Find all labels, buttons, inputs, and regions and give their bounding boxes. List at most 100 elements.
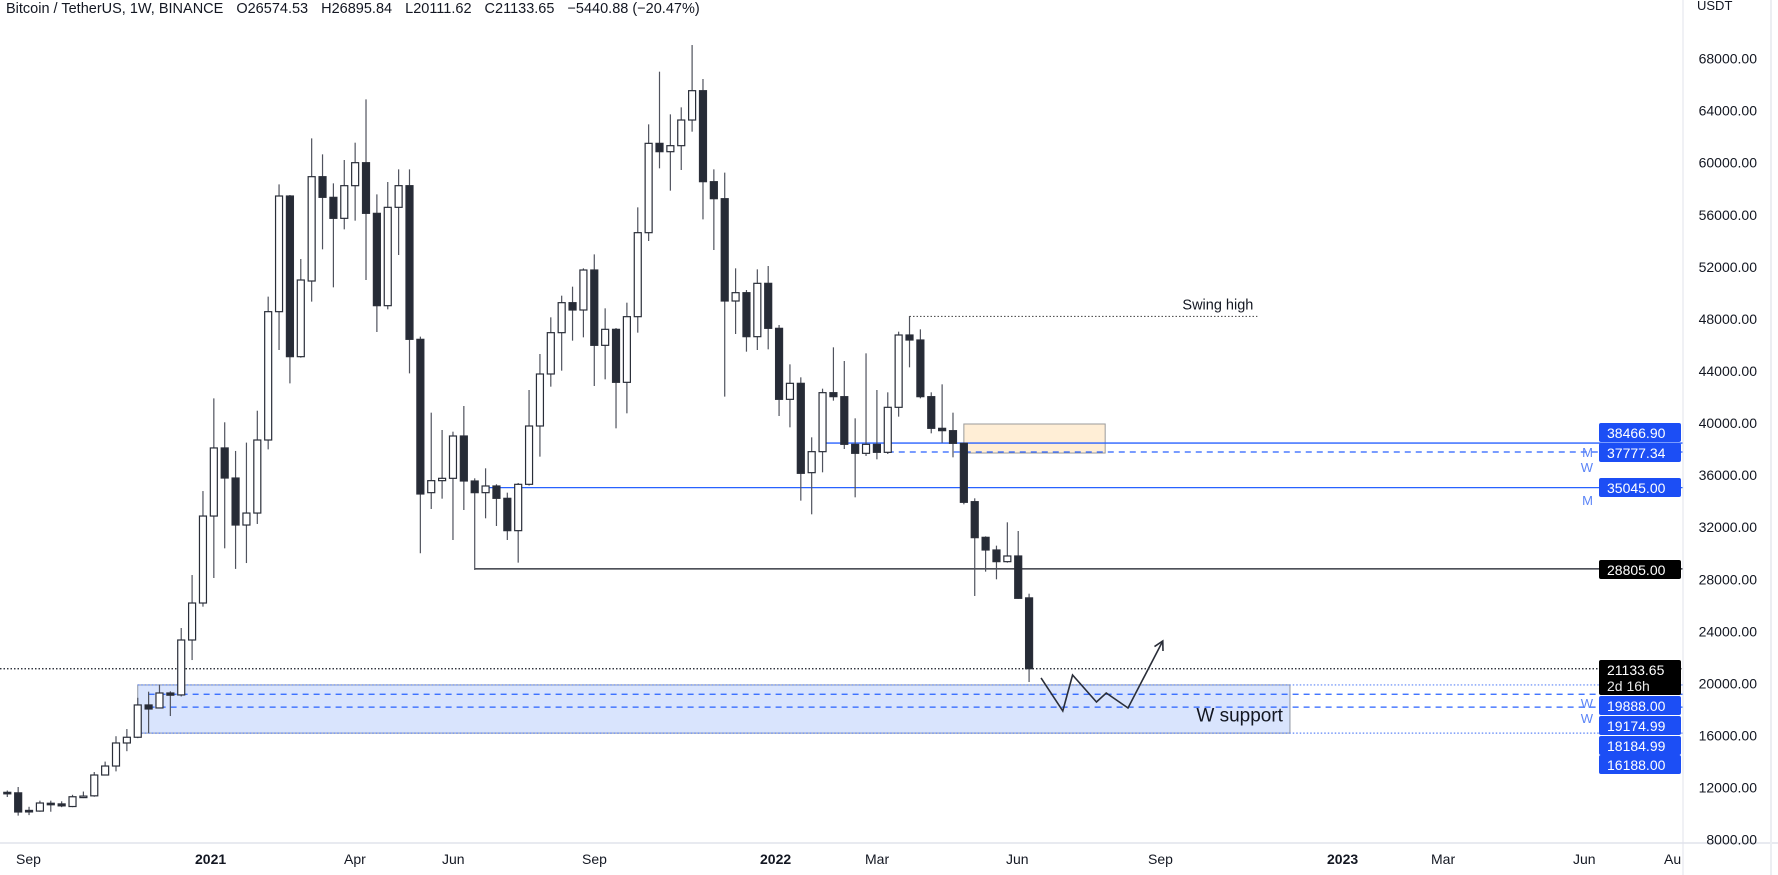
candle[interactable] bbox=[24, 806, 34, 816]
candle[interactable] bbox=[970, 498, 979, 596]
candle[interactable] bbox=[35, 800, 45, 812]
candle[interactable] bbox=[405, 169, 414, 374]
candle[interactable] bbox=[372, 194, 381, 333]
candle[interactable] bbox=[514, 482, 523, 563]
candle[interactable] bbox=[883, 392, 892, 454]
candle[interactable] bbox=[992, 545, 1001, 580]
candle[interactable] bbox=[361, 99, 371, 281]
candle[interactable] bbox=[981, 536, 990, 572]
candle[interactable] bbox=[546, 317, 555, 387]
price-tag[interactable]: 35045.00 bbox=[1599, 478, 1681, 497]
candle[interactable] bbox=[927, 392, 936, 434]
candle[interactable] bbox=[242, 442, 251, 564]
candle[interactable] bbox=[709, 169, 718, 251]
candle[interactable] bbox=[872, 389, 882, 460]
price-tag[interactable]: 19888.00 bbox=[1599, 696, 1681, 715]
support-zone-box[interactable] bbox=[137, 684, 1291, 734]
candle[interactable] bbox=[46, 800, 55, 812]
candle[interactable] bbox=[459, 405, 468, 510]
candle[interactable] bbox=[655, 71, 664, 169]
candle[interactable] bbox=[318, 154, 327, 250]
price-tag[interactable]: 18184.99 bbox=[1599, 736, 1681, 755]
candle[interactable] bbox=[101, 761, 110, 776]
candle[interactable] bbox=[383, 182, 392, 310]
candle[interactable] bbox=[438, 429, 447, 499]
candle[interactable] bbox=[948, 412, 958, 458]
candle[interactable] bbox=[601, 308, 610, 380]
candle[interactable] bbox=[68, 794, 77, 808]
candle[interactable] bbox=[959, 442, 968, 505]
candle[interactable] bbox=[394, 169, 403, 256]
candle[interactable] bbox=[503, 492, 512, 540]
candle[interactable] bbox=[3, 790, 12, 798]
candle[interactable] bbox=[774, 325, 784, 416]
candle[interactable] bbox=[840, 361, 849, 449]
candle[interactable] bbox=[1014, 530, 1023, 599]
candle[interactable] bbox=[166, 691, 175, 717]
candle[interactable] bbox=[264, 296, 273, 450]
candle[interactable] bbox=[296, 259, 305, 358]
candle[interactable] bbox=[905, 316, 914, 368]
price-tag[interactable]: 16188.00 bbox=[1599, 755, 1681, 774]
candle[interactable] bbox=[351, 142, 360, 221]
candle[interactable] bbox=[916, 329, 925, 399]
candle[interactable] bbox=[177, 628, 186, 697]
candle[interactable] bbox=[231, 450, 240, 569]
candle[interactable] bbox=[753, 269, 762, 350]
candle[interactable] bbox=[851, 418, 860, 498]
candle[interactable] bbox=[1003, 522, 1012, 563]
candle[interactable] bbox=[329, 183, 338, 288]
candle[interactable] bbox=[307, 138, 316, 302]
candle[interactable] bbox=[416, 336, 425, 554]
candle[interactable] bbox=[644, 124, 653, 242]
candle[interactable] bbox=[340, 160, 349, 230]
candle[interactable] bbox=[829, 347, 838, 401]
candle[interactable] bbox=[285, 195, 295, 384]
candle[interactable] bbox=[666, 114, 675, 191]
candle[interactable] bbox=[57, 801, 66, 808]
candle[interactable] bbox=[568, 286, 577, 341]
supply-zone-box[interactable] bbox=[963, 423, 1106, 454]
candle[interactable] bbox=[144, 691, 153, 733]
candle[interactable] bbox=[807, 437, 816, 515]
candle[interactable] bbox=[622, 302, 631, 414]
projection-path[interactable] bbox=[1040, 640, 1164, 713]
candle[interactable] bbox=[818, 388, 827, 473]
candle[interactable] bbox=[688, 45, 697, 132]
candle[interactable] bbox=[492, 484, 501, 526]
candle[interactable] bbox=[14, 786, 23, 816]
price-tag[interactable]: 28805.00 bbox=[1599, 560, 1681, 579]
candle[interactable] bbox=[611, 328, 621, 429]
price-tag[interactable]: 38466.90 bbox=[1599, 423, 1681, 442]
candle[interactable] bbox=[155, 684, 164, 709]
price-tag[interactable]: 19174.99 bbox=[1599, 716, 1681, 735]
candle[interactable] bbox=[764, 266, 773, 350]
candle[interactable] bbox=[209, 398, 218, 579]
candle[interactable] bbox=[133, 697, 142, 739]
candle[interactable] bbox=[198, 491, 208, 607]
candle[interactable] bbox=[448, 431, 458, 540]
candle[interactable] bbox=[698, 79, 708, 220]
candle[interactable] bbox=[481, 468, 490, 519]
candle[interactable] bbox=[938, 384, 947, 443]
candle[interactable] bbox=[557, 295, 566, 371]
candle[interactable] bbox=[1024, 593, 1034, 683]
candle[interactable] bbox=[79, 791, 88, 799]
candle[interactable] bbox=[579, 268, 588, 338]
candle[interactable] bbox=[187, 575, 197, 661]
candle[interactable] bbox=[720, 172, 729, 397]
candle[interactable] bbox=[742, 290, 751, 352]
candle[interactable] bbox=[677, 107, 686, 171]
candle[interactable] bbox=[122, 729, 131, 752]
price-tag[interactable]: 37777.34 bbox=[1599, 443, 1681, 462]
candle[interactable] bbox=[524, 389, 534, 486]
candle[interactable] bbox=[785, 364, 795, 428]
candle[interactable] bbox=[731, 268, 740, 334]
candle[interactable] bbox=[90, 772, 99, 797]
candle[interactable] bbox=[894, 331, 903, 417]
symbol-title[interactable]: Bitcoin / TetherUS, 1W, BINANCE bbox=[6, 1, 224, 17]
candle[interactable] bbox=[861, 353, 871, 456]
candle[interactable] bbox=[274, 184, 284, 350]
